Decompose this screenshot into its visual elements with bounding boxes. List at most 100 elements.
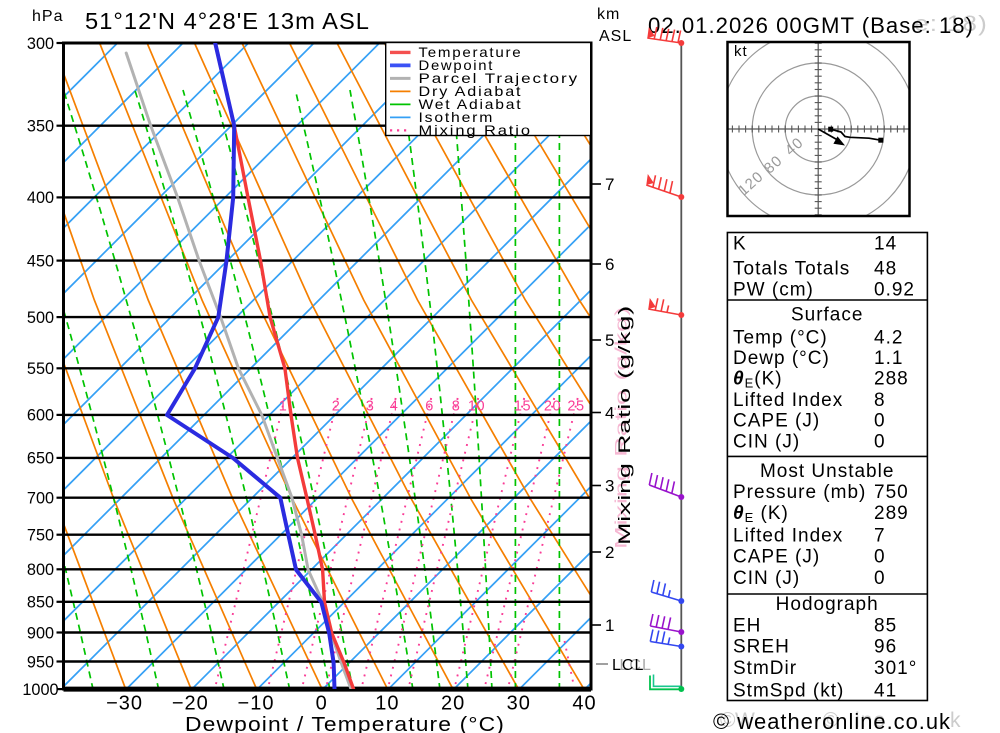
svg-text:51°12'N 4°28'E 13m ASL: 51°12'N 4°28'E 13m ASL <box>85 8 370 34</box>
svg-text:48: 48 <box>874 259 897 280</box>
svg-text:4: 4 <box>390 399 399 415</box>
svg-text:Hodograph: Hodograph <box>776 594 879 615</box>
svg-text:2: 2 <box>605 543 614 562</box>
svg-text:1: 1 <box>605 616 614 635</box>
svg-text:Totals Totals: Totals Totals <box>733 259 850 280</box>
svg-text:14: 14 <box>874 234 897 255</box>
svg-text:500: 500 <box>27 309 54 327</box>
svg-text:650: 650 <box>27 450 54 468</box>
svg-text:−30: −30 <box>106 693 143 715</box>
svg-text:LCL: LCL <box>620 657 652 674</box>
svg-text:Dewp (°C): Dewp (°C) <box>733 348 830 369</box>
svg-text:SREH: SREH <box>733 637 790 658</box>
svg-text:© weatheronline.co.uk: © weatheronline.co.uk <box>713 709 951 733</box>
svg-text:CAPE (J): CAPE (J) <box>733 547 820 568</box>
svg-text:ASL: ASL <box>599 28 632 45</box>
svg-text:StmSpd (kt): StmSpd (kt) <box>733 681 844 702</box>
svg-text:4.2: 4.2 <box>874 328 903 349</box>
svg-text:289: 289 <box>874 503 909 524</box>
svg-text:0: 0 <box>874 432 886 453</box>
svg-text:Surface: Surface <box>791 305 863 326</box>
svg-text:3: 3 <box>366 399 375 415</box>
svg-text:850: 850 <box>27 594 54 612</box>
svg-text:20: 20 <box>441 693 465 715</box>
svg-text:10: 10 <box>468 399 485 415</box>
svg-text:hPa: hPa <box>32 8 63 25</box>
svg-text:Temperature: Temperature <box>419 44 523 60</box>
svg-text:W: W <box>735 709 756 732</box>
svg-text:25: 25 <box>567 399 584 415</box>
svg-text:ine: ine <box>855 709 886 732</box>
svg-text:CIN (J): CIN (J) <box>733 568 800 589</box>
svg-text:Lifted Index: Lifted Index <box>733 526 843 547</box>
svg-text:7: 7 <box>605 175 614 194</box>
svg-text:CAPE (J): CAPE (J) <box>733 411 820 432</box>
svg-text:Pressure (mb): Pressure (mb) <box>733 482 866 503</box>
svg-text:0: 0 <box>874 411 886 432</box>
svg-text:©: © <box>823 709 839 732</box>
svg-text:600: 600 <box>27 407 54 425</box>
svg-text:950: 950 <box>27 653 54 671</box>
svg-text:Isotherm: Isotherm <box>419 109 495 125</box>
svg-text:96: 96 <box>874 637 897 658</box>
svg-text:30: 30 <box>507 693 531 715</box>
svg-text:©: © <box>720 709 736 732</box>
svg-text:Most Unstable: Most Unstable <box>760 461 894 482</box>
svg-text:5: 5 <box>605 331 614 350</box>
svg-text:15: 15 <box>514 399 531 415</box>
svg-text:4: 4 <box>605 404 614 423</box>
svg-text:6: 6 <box>605 255 614 274</box>
svg-text:800: 800 <box>27 561 54 579</box>
svg-text:0.92: 0.92 <box>874 280 915 301</box>
svg-text:7: 7 <box>874 526 886 547</box>
svg-text:LCL: LCL <box>612 657 644 674</box>
svg-text:km: km <box>597 6 620 23</box>
svg-text:PW (cm): PW (cm) <box>733 280 814 301</box>
svg-text:Temp (°C): Temp (°C) <box>733 328 828 349</box>
svg-text:−20: −20 <box>172 693 209 715</box>
svg-text:Mixing Ratio (g/kg): Mixing Ratio (g/kg) <box>612 306 631 549</box>
svg-text:Dewpoint: Dewpoint <box>419 57 495 73</box>
svg-text:1000: 1000 <box>22 681 58 699</box>
svg-text:350: 350 <box>27 118 54 136</box>
svg-text:300: 300 <box>27 35 54 53</box>
svg-text:Mixing Ratio: Mixing Ratio <box>419 122 532 138</box>
svg-text:20: 20 <box>544 399 561 415</box>
svg-text:40: 40 <box>572 693 596 715</box>
svg-text:k: k <box>950 709 962 732</box>
svg-text:288: 288 <box>874 369 909 390</box>
svg-text:e: 18): e: 18) <box>914 11 988 36</box>
svg-text:700: 700 <box>27 490 54 508</box>
svg-text:Lifted Index: Lifted Index <box>733 390 843 411</box>
svg-text:−10: −10 <box>238 693 275 715</box>
svg-text:kt: kt <box>734 43 748 60</box>
svg-text:550: 550 <box>27 360 54 378</box>
svg-text:750: 750 <box>874 482 909 503</box>
svg-text:Parcel Trajectory: Parcel Trajectory <box>419 70 580 86</box>
svg-text:0: 0 <box>874 568 886 589</box>
svg-text:θE(K): θE(K) <box>733 369 783 391</box>
svg-text:900: 900 <box>27 624 54 642</box>
svg-text:Mixing Ratio (g/kg): Mixing Ratio (g/kg) <box>615 305 634 545</box>
svg-text:0: 0 <box>874 547 886 568</box>
svg-text:EH: EH <box>733 616 761 637</box>
svg-text:K: K <box>733 234 747 255</box>
svg-text:6: 6 <box>425 399 434 415</box>
svg-text:85: 85 <box>874 616 897 637</box>
svg-text:Dewpoint / Temperature (°C): Dewpoint / Temperature (°C) <box>185 714 505 733</box>
svg-text:10: 10 <box>375 693 399 715</box>
svg-text:750: 750 <box>27 527 54 545</box>
svg-text:400: 400 <box>27 189 54 207</box>
svg-text:8: 8 <box>452 399 461 415</box>
svg-text:CIN (J): CIN (J) <box>733 432 800 453</box>
svg-text:0: 0 <box>316 693 328 715</box>
svg-text:450: 450 <box>27 252 54 270</box>
svg-text:Wet Adiabat: Wet Adiabat <box>419 96 523 112</box>
svg-text:3: 3 <box>605 477 614 496</box>
svg-text:41: 41 <box>874 681 897 702</box>
svg-text:301°: 301° <box>874 658 917 679</box>
svg-text:StmDir: StmDir <box>733 658 797 679</box>
svg-text:02.01.2026 00GMT (Base: 18): 02.01.2026 00GMT (Base: 18) <box>648 13 974 38</box>
svg-text:Dry Adiabat: Dry Adiabat <box>419 83 523 99</box>
svg-text:8: 8 <box>874 390 886 411</box>
